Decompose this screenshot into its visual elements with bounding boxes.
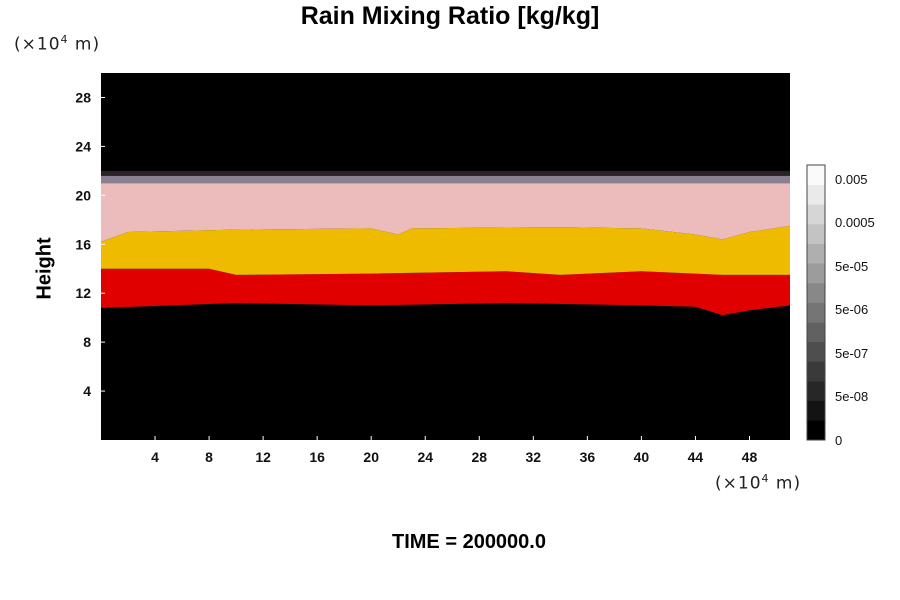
x-tick-label: 12: [255, 449, 271, 465]
x-tick-label: 4: [151, 449, 159, 465]
colorbar-segment: [807, 420, 825, 441]
colorbar-segment: [807, 302, 825, 323]
colorbar-segment: [807, 322, 825, 343]
colorbar-segment: [807, 204, 825, 225]
contour-band-4: [101, 170, 790, 176]
colorbar-label: 5e-05: [835, 259, 868, 274]
chart-title: Rain Mixing Ratio [kg/kg]: [300, 2, 600, 30]
y-tick-label: 12: [75, 285, 91, 301]
colorbar-segment: [807, 223, 825, 244]
y-axis-unit: (×104 m): [14, 33, 101, 55]
x-tick-label: 16: [309, 449, 325, 465]
x-tick-label: 28: [471, 449, 487, 465]
x-axis-unit: (×104 m): [715, 472, 802, 494]
contour-band-2: [101, 183, 790, 242]
x-tick-label: 20: [363, 449, 379, 465]
y-tick-label: 28: [75, 89, 91, 105]
colorbar-frame: [806, 164, 826, 441]
y-tick-label: 4: [83, 383, 91, 399]
colorbar-segment: [807, 381, 825, 402]
colorbar-label: 5e-07: [835, 346, 868, 361]
colorbar-segment: [807, 361, 825, 382]
colorbar-label: 5e-06: [835, 302, 868, 317]
colorbar-segment: [807, 341, 825, 362]
colorbar-segment: [807, 165, 825, 185]
x-tick-label: 48: [742, 449, 758, 465]
y-tick-label: 20: [75, 187, 91, 203]
x-tick-label: 40: [634, 449, 650, 465]
contour-band-1: [101, 225, 790, 275]
time-label: TIME = 200000.0: [392, 531, 546, 553]
x-tick-label: 44: [688, 449, 704, 465]
y-axis-ticks: 4 8 12 16 20 24 28: [75, 89, 105, 399]
colorbar-label: 5e-08: [835, 389, 868, 404]
colorbar-segment: [807, 243, 825, 264]
contour-band-3: [101, 175, 790, 184]
y-tick-label: 16: [75, 236, 91, 252]
x-axis-ticks: 4 8 12 16 20 24 28 32 36 40 44 48: [151, 436, 757, 465]
colorbar-segment: [807, 400, 825, 421]
x-tick-label: 36: [580, 449, 596, 465]
x-tick-label: 8: [205, 449, 213, 465]
x-tick-label: 32: [526, 449, 542, 465]
contour-band-0: [101, 268, 790, 316]
colorbar-segment: [807, 184, 825, 205]
x-tick-label: 24: [417, 449, 433, 465]
colorbar-label: 0.005: [835, 172, 868, 187]
plot-area: [101, 73, 790, 440]
colorbar-label: 0.0005: [835, 215, 875, 230]
y-tick-label: 24: [75, 138, 91, 154]
y-tick-label: 8: [83, 334, 91, 350]
colorbar-segment: [807, 282, 825, 303]
colorbar-label: 0: [835, 433, 842, 448]
colorbar-segment: [807, 263, 825, 284]
colorbar: 0.005 0.0005 5e-05 5e-06 5e-07 5e-08 0: [806, 164, 875, 448]
